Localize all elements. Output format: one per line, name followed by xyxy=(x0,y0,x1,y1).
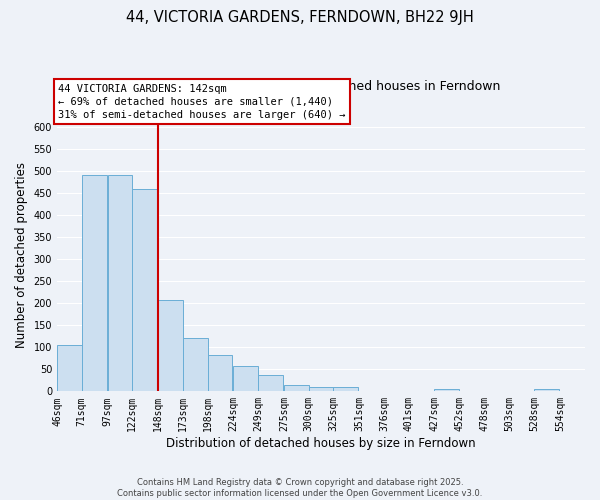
Text: Contains HM Land Registry data © Crown copyright and database right 2025.
Contai: Contains HM Land Registry data © Crown c… xyxy=(118,478,482,498)
Text: 44, VICTORIA GARDENS, FERNDOWN, BH22 9JH: 44, VICTORIA GARDENS, FERNDOWN, BH22 9JH xyxy=(126,10,474,25)
Title: Size of property relative to detached houses in Ferndown: Size of property relative to detached ho… xyxy=(142,80,500,93)
Bar xyxy=(57,345,82,392)
Bar xyxy=(284,384,308,392)
Bar xyxy=(158,300,183,392)
Bar xyxy=(434,389,459,392)
Bar xyxy=(82,175,107,392)
Bar xyxy=(233,366,258,392)
Bar xyxy=(308,387,334,392)
Bar xyxy=(183,338,208,392)
X-axis label: Distribution of detached houses by size in Ferndown: Distribution of detached houses by size … xyxy=(166,437,476,450)
Y-axis label: Number of detached properties: Number of detached properties xyxy=(15,162,28,348)
Bar xyxy=(535,389,559,392)
Bar xyxy=(334,387,358,392)
Bar xyxy=(208,355,232,392)
Bar xyxy=(258,375,283,392)
Bar xyxy=(133,190,157,392)
Bar xyxy=(107,175,133,392)
Text: 44 VICTORIA GARDENS: 142sqm
← 69% of detached houses are smaller (1,440)
31% of : 44 VICTORIA GARDENS: 142sqm ← 69% of det… xyxy=(58,84,346,120)
